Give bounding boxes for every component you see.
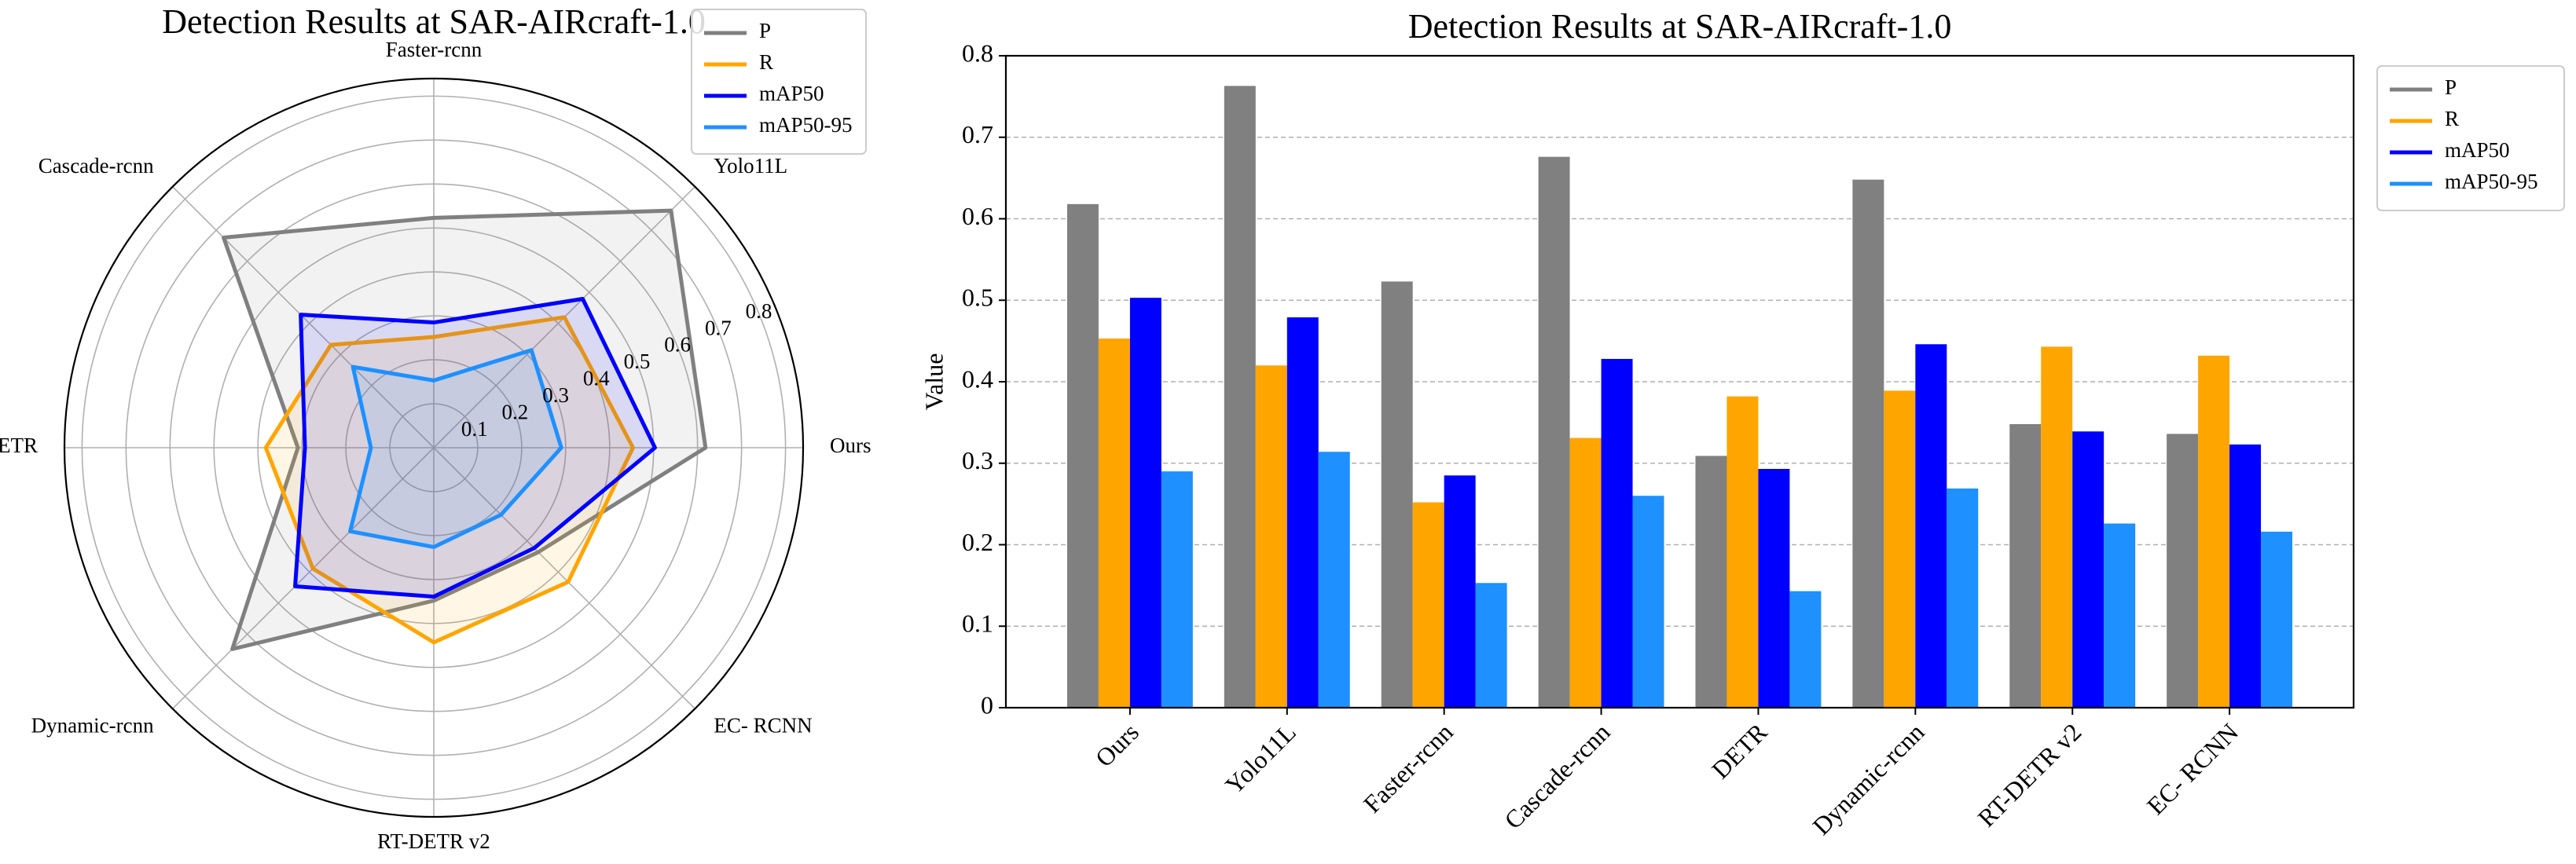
x-tick-label: EC- RCNN (2141, 718, 2244, 820)
bar (2009, 423, 2042, 708)
legend-box (691, 9, 867, 155)
bar (1758, 469, 1790, 708)
r-tick-label: 0.5 (624, 350, 651, 373)
bar (1098, 339, 1130, 708)
axes-frame (1004, 54, 2355, 709)
x-tick-label: Faster-rcnn (1358, 718, 1459, 818)
category-label: EC- RCNN (714, 714, 812, 738)
bar (2229, 444, 2262, 708)
bar (1444, 475, 1476, 708)
x-tick-label: Cascade-rcnn (1499, 718, 1616, 835)
bar (2072, 431, 2104, 708)
category-label: RT-DETR v2 (377, 829, 490, 853)
radar-area (222, 208, 708, 651)
bar (2104, 523, 2136, 708)
bar (1129, 298, 1161, 708)
legend-label: R (759, 50, 773, 74)
spoke (433, 447, 695, 709)
x-tick-label: DETR (1706, 717, 1773, 784)
category-label: Ours (830, 434, 872, 457)
y-tick-label: 0.2 (962, 528, 993, 556)
bar (1852, 179, 1884, 708)
radar-area (263, 315, 635, 645)
category-label: Yolo11L (714, 154, 787, 178)
r-tick-label: 0.2 (502, 400, 529, 423)
y-axis-label: Value (919, 353, 948, 411)
category-label: Cascade-rcnn (39, 154, 154, 178)
bar (2041, 346, 2073, 708)
bar (2198, 355, 2230, 708)
r-tick-label: 0.3 (542, 383, 569, 407)
y-tick-label: 0.6 (962, 202, 993, 230)
r-tick-label: 0.1 (461, 417, 488, 441)
r-tick-label: 0.4 (583, 367, 610, 390)
bar (1286, 317, 1319, 708)
legend-label: mAP50 (2445, 138, 2510, 162)
legend-box (2376, 65, 2565, 211)
x-tick-label: Ours (1090, 718, 1144, 772)
bar (1318, 452, 1350, 708)
category-label: Dynamic-rcnn (31, 714, 154, 738)
chart-title: Detection Results at SAR-AIRcraft-1.0 (1408, 7, 1952, 46)
category-label: Faster-rcnn (386, 38, 483, 61)
legend-label: mAP50-95 (759, 113, 853, 137)
bar (1695, 456, 1727, 708)
r-tick-label: 0.7 (705, 316, 732, 339)
spoke (172, 447, 435, 709)
spoke (172, 186, 435, 448)
bar (1632, 496, 1664, 708)
y-tick-label: 0.1 (962, 610, 993, 638)
bar (1915, 344, 1947, 708)
y-tick-label: 0.7 (962, 120, 993, 148)
radar-area (348, 348, 563, 549)
legend-label: R (2445, 107, 2459, 130)
bar (1947, 488, 1979, 708)
y-tick-label: 0.3 (962, 446, 993, 474)
legend-label: mAP50 (759, 82, 824, 105)
bar (1066, 203, 1099, 708)
chart-title: Detection Results at SAR-AIRcraft-1.0 (162, 2, 706, 41)
y-tick-label: 0.4 (962, 364, 993, 393)
legend-label: P (2445, 75, 2457, 99)
bar (1161, 471, 1193, 708)
bar (1569, 437, 1602, 708)
legend-label: mAP50-95 (2445, 170, 2538, 193)
x-tick-label: Yolo11L (1220, 718, 1301, 800)
bar (1255, 365, 1287, 708)
r-tick-label: 0.8 (746, 299, 772, 323)
outer-ring (63, 77, 805, 818)
x-tick-label: RT-DETR v2 (1972, 718, 2087, 833)
bar (1381, 281, 1413, 708)
bar (1224, 86, 1256, 708)
bar (1475, 583, 1507, 708)
bar (2261, 531, 2293, 708)
y-tick-label: 0 (981, 690, 993, 719)
x-tick-label: Dynamic-rcnn (1807, 718, 1929, 840)
bar (1601, 358, 1633, 708)
category-label: DETR (0, 434, 38, 457)
y-tick-label: 0.8 (962, 38, 993, 67)
r-tick-label: 0.6 (664, 333, 691, 357)
y-tick-label: 0.5 (962, 284, 993, 312)
bar (1412, 502, 1444, 708)
bar (1538, 156, 1570, 708)
bar (1727, 396, 1759, 708)
bar (1884, 390, 1916, 708)
bar (2167, 434, 2199, 708)
bar (1789, 591, 1822, 708)
legend-label: P (759, 19, 771, 42)
